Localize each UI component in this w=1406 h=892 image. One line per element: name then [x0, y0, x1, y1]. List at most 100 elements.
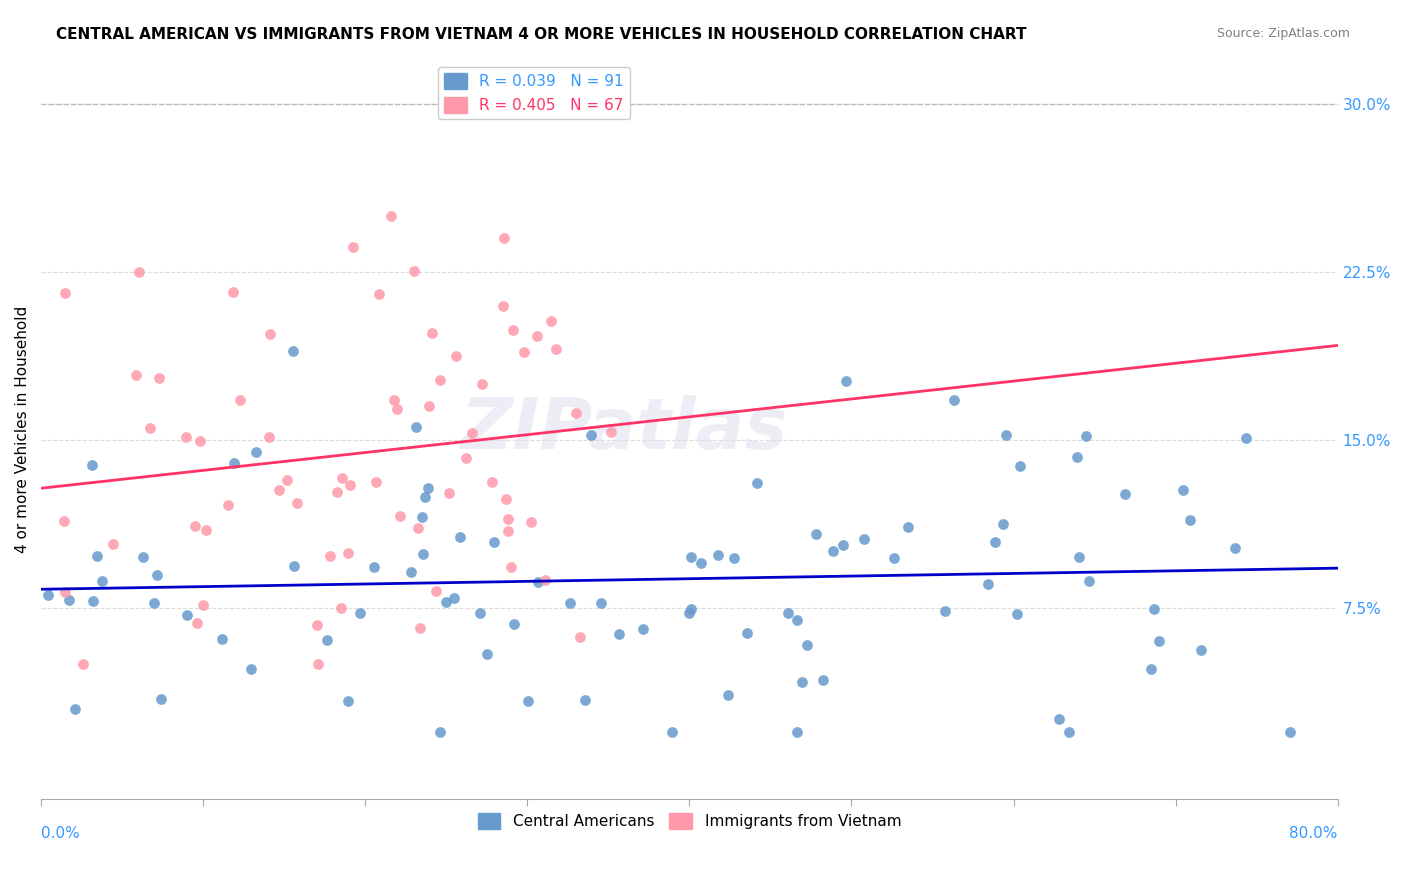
Point: [526, 329, 548, 343]
Point: [1223, 541, 1246, 555]
Point: [82, 593, 104, 607]
Point: [786, 613, 808, 627]
Point: [1008, 459, 1031, 474]
Point: [934, 604, 956, 618]
Point: [363, 559, 385, 574]
Text: ZIPatlas: ZIPatlas: [461, 395, 789, 464]
Point: [492, 299, 515, 313]
Point: [481, 475, 503, 489]
Point: [138, 420, 160, 434]
Point: [412, 547, 434, 561]
Point: [415, 490, 437, 504]
Point: [977, 576, 1000, 591]
Point: [1069, 549, 1091, 564]
Point: [786, 724, 808, 739]
Point: [402, 263, 425, 277]
Point: [63, 702, 86, 716]
Y-axis label: 4 or more Vehicles in Household: 4 or more Vehicles in Household: [15, 306, 30, 553]
Point: [1189, 643, 1212, 657]
Point: [364, 475, 387, 490]
Point: [1074, 429, 1097, 443]
Point: [132, 549, 155, 564]
Point: [512, 345, 534, 359]
Point: [332, 471, 354, 485]
Point: [745, 476, 768, 491]
Point: [285, 495, 308, 509]
Point: [678, 606, 700, 620]
Point: [1057, 724, 1080, 739]
Point: [516, 694, 538, 708]
Point: [852, 532, 875, 546]
Point: [723, 550, 745, 565]
Point: [475, 647, 498, 661]
Point: [498, 512, 520, 526]
Text: 80.0%: 80.0%: [1289, 826, 1337, 840]
Point: [174, 429, 197, 443]
Text: Source: ZipAtlas.com: Source: ZipAtlas.com: [1216, 27, 1350, 40]
Point: [995, 428, 1018, 442]
Point: [823, 544, 845, 558]
Point: [342, 240, 364, 254]
Point: [883, 551, 905, 566]
Point: [568, 630, 591, 644]
Point: [499, 560, 522, 574]
Point: [437, 485, 460, 500]
Point: [1278, 724, 1301, 739]
Point: [574, 693, 596, 707]
Point: [544, 342, 567, 356]
Point: [429, 724, 451, 739]
Point: [128, 265, 150, 279]
Point: [1142, 602, 1164, 616]
Point: [631, 622, 654, 636]
Point: [565, 406, 588, 420]
Point: [456, 450, 478, 465]
Point: [211, 632, 233, 646]
Point: [984, 535, 1007, 549]
Point: [91, 574, 114, 588]
Point: [101, 537, 124, 551]
Point: [446, 349, 468, 363]
Point: [307, 618, 329, 632]
Point: [418, 481, 440, 495]
Point: [143, 595, 166, 609]
Point: [339, 478, 361, 492]
Point: [519, 515, 541, 529]
Point: [380, 209, 402, 223]
Point: [337, 694, 360, 708]
Point: [389, 508, 412, 523]
Point: [315, 632, 337, 647]
Point: [399, 565, 422, 579]
Point: [228, 392, 250, 407]
Point: [599, 425, 621, 439]
Point: [281, 343, 304, 358]
Point: [58, 593, 80, 607]
Point: [1234, 431, 1257, 445]
Point: [776, 606, 799, 620]
Point: [796, 638, 818, 652]
Point: [409, 621, 432, 635]
Point: [679, 601, 702, 615]
Point: [942, 392, 965, 407]
Point: [418, 399, 440, 413]
Point: [533, 573, 555, 587]
Point: [831, 538, 853, 552]
Point: [589, 596, 612, 610]
Point: [1114, 487, 1136, 501]
Point: [245, 445, 267, 459]
Point: [307, 657, 329, 672]
Point: [690, 556, 713, 570]
Point: [276, 473, 298, 487]
Point: [527, 575, 550, 590]
Point: [804, 526, 827, 541]
Point: [411, 509, 433, 524]
Text: CENTRAL AMERICAN VS IMMIGRANTS FROM VIETNAM 4 OR MORE VEHICLES IN HOUSEHOLD CORR: CENTRAL AMERICAN VS IMMIGRANTS FROM VIET…: [56, 27, 1026, 42]
Point: [37, 588, 59, 602]
Point: [449, 530, 471, 544]
Point: [384, 392, 406, 407]
Point: [495, 491, 517, 506]
Point: [420, 326, 443, 341]
Point: [53, 515, 76, 529]
Point: [125, 368, 148, 382]
Point: [385, 401, 408, 416]
Point: [494, 231, 516, 245]
